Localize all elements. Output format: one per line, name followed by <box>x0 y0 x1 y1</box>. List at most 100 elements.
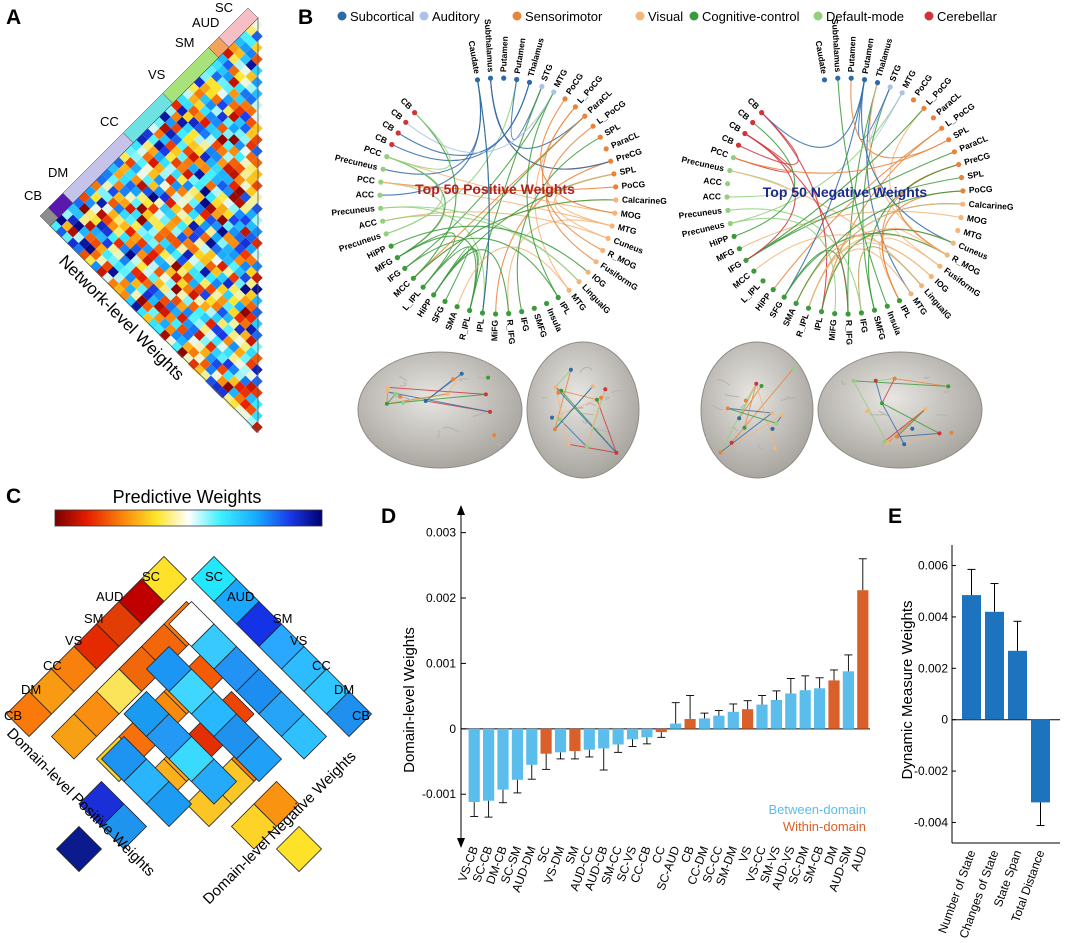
matrix-cell <box>245 254 257 267</box>
matrix-cell <box>205 191 217 203</box>
matrix-cell <box>124 157 137 169</box>
matrix-cell <box>216 180 229 192</box>
matrix-cell <box>182 145 194 157</box>
brain-sulcus <box>542 396 548 400</box>
matrix-cell <box>119 289 131 301</box>
connection-chord <box>745 176 962 261</box>
matrix-cell <box>90 214 102 226</box>
matrix-cell <box>222 358 234 370</box>
brain-node <box>557 417 562 422</box>
node-marker <box>467 307 473 314</box>
matrix-cell <box>176 266 188 278</box>
brain-lateral-right <box>817 351 983 469</box>
node-marker <box>735 142 742 148</box>
negative-cell <box>280 713 328 760</box>
matrix-cell <box>245 243 257 255</box>
matrix-cell <box>159 191 171 203</box>
matrix-cell <box>130 220 142 232</box>
matrix-cell <box>205 283 217 295</box>
matrix-cell <box>216 306 229 318</box>
bar-aud-vs <box>785 693 797 729</box>
brain-sulcus <box>740 404 746 409</box>
matrix-cell <box>199 369 211 382</box>
brain-sulcus <box>724 393 740 398</box>
matrix-cell <box>170 295 183 307</box>
brain-node <box>488 409 492 414</box>
matrix-cell <box>199 254 211 267</box>
matrix-cell <box>228 341 240 353</box>
matrix-cell <box>222 254 234 267</box>
matrix-cell <box>182 180 194 192</box>
brain-sulcus <box>739 452 745 458</box>
matrix-cell <box>113 191 125 203</box>
matrix-cell <box>228 157 240 169</box>
node-label: ACC <box>356 189 374 199</box>
matrix-cell <box>130 254 142 267</box>
brain-sulcus <box>878 410 888 417</box>
matrix-cell <box>251 306 263 318</box>
brain-sulcus <box>890 446 900 454</box>
brain-sulcus <box>388 437 397 443</box>
matrix-cell <box>136 214 148 226</box>
y-tick-label: 0.003 <box>426 526 456 540</box>
matrix-cell <box>136 306 148 318</box>
matrix-cell <box>165 289 177 301</box>
pos-label-sc: SC <box>142 569 160 584</box>
matrix-cell <box>199 197 211 209</box>
brain-node <box>445 391 450 396</box>
matrix-cell <box>165 231 177 244</box>
matrix-cell <box>234 312 246 324</box>
matrix-cell <box>211 335 223 347</box>
matrix-cell <box>136 180 148 192</box>
node-label: Subthalamus <box>830 19 843 73</box>
matrix-cell <box>142 243 154 255</box>
matrix-cell <box>73 220 85 232</box>
positive-cell <box>50 713 98 760</box>
node-marker <box>431 292 437 298</box>
matrix-cell <box>142 208 154 221</box>
matrix-cell <box>165 300 177 313</box>
matrix-cell <box>199 139 211 152</box>
bar-total-distance <box>1031 719 1050 803</box>
matrix-cell <box>113 168 125 180</box>
node-marker <box>939 125 945 131</box>
brain-node <box>791 366 796 371</box>
brain-edge <box>887 442 905 445</box>
matrix-cell <box>182 122 194 134</box>
matrix-cell <box>205 341 217 353</box>
node-label: Insula <box>885 310 903 337</box>
brain-edge <box>884 408 926 442</box>
node-label: CB <box>736 107 752 122</box>
node-marker <box>861 77 868 83</box>
connection-chord <box>397 235 477 311</box>
brain-top-1 <box>526 341 640 479</box>
bar-cc-cb <box>641 728 653 738</box>
node-marker <box>454 304 460 310</box>
matrix-cell <box>199 243 211 255</box>
bar-vs-cb <box>468 728 480 802</box>
brain-sulcus <box>575 453 582 458</box>
panel-c-label: C <box>6 485 21 508</box>
bar-sc-vs <box>626 728 639 740</box>
matrix-cell <box>251 168 263 180</box>
matrix-cell <box>216 88 229 100</box>
matrix-cell <box>251 134 263 146</box>
matrix-cell <box>113 214 125 226</box>
matrix-cell <box>245 59 257 71</box>
matrix-cell <box>211 162 223 175</box>
matrix-cell <box>142 220 154 232</box>
brain-sulcus <box>582 413 594 416</box>
matrix-cell <box>239 42 252 54</box>
matrix-cell <box>130 174 142 186</box>
brain-node <box>556 390 561 395</box>
matrix-cell <box>251 111 263 123</box>
matrix-cell <box>211 243 223 255</box>
matrix-cell <box>222 369 234 382</box>
matrix-cell <box>90 203 102 215</box>
panel-a-network-matrix: CB DM CC VS SM AUD SC Network-level Weig… <box>24 0 263 433</box>
matrix-cell <box>228 168 240 180</box>
matrix-cell <box>199 289 211 301</box>
matrix-cell <box>113 272 125 284</box>
matrix-cell <box>136 168 148 180</box>
node-label: PreCG <box>615 146 644 163</box>
